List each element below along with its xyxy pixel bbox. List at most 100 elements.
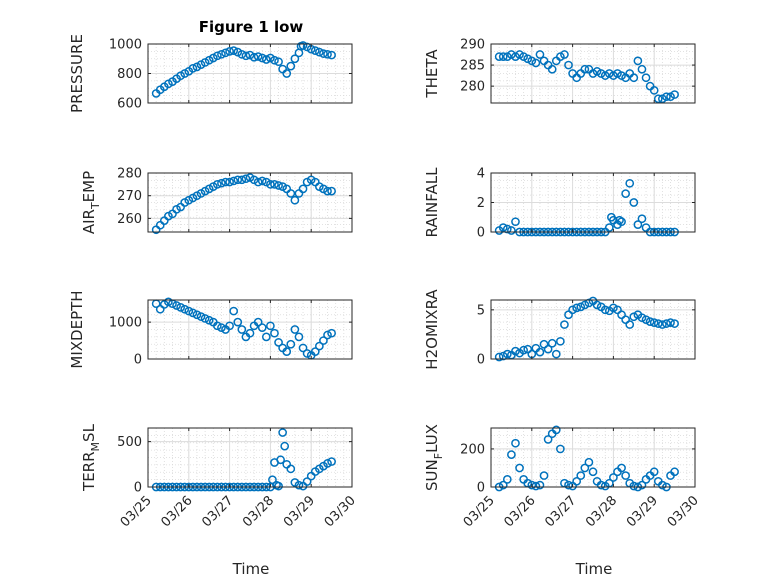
data-point xyxy=(229,306,239,316)
data-point xyxy=(494,52,504,61)
data-point xyxy=(637,64,647,74)
data-point xyxy=(221,48,230,58)
x-axis-label-left: Time xyxy=(232,560,270,578)
y-tick-label: 5 xyxy=(477,303,485,318)
data-point xyxy=(276,455,285,465)
data-point xyxy=(282,347,292,356)
y-tick-label: 280 xyxy=(460,80,485,95)
y-axis-label-main: TERR xyxy=(80,451,98,492)
data-point xyxy=(217,323,226,333)
data-point xyxy=(649,318,659,327)
data-point xyxy=(213,321,222,331)
y-axis-label: THETA xyxy=(423,49,441,99)
data-point xyxy=(204,315,214,325)
data-point xyxy=(213,179,222,189)
data-point xyxy=(225,321,234,331)
data-point xyxy=(670,467,679,477)
data-point xyxy=(637,480,647,490)
subplot-1: 280 285 290 THETA xyxy=(423,38,696,104)
data-point xyxy=(629,312,639,322)
data-point xyxy=(323,330,332,340)
data-point xyxy=(560,320,569,329)
data-point xyxy=(270,179,279,189)
data-point xyxy=(498,223,508,232)
y-tick-label: 290 xyxy=(460,38,485,53)
data-point xyxy=(625,320,635,329)
y-tick-label: 4 xyxy=(477,167,485,182)
y-axis-label-subscript: M xyxy=(89,442,102,452)
data-point xyxy=(274,481,283,491)
y-axis-label: SUNFLUX xyxy=(423,424,445,491)
data-point xyxy=(270,55,279,65)
data-point xyxy=(225,47,234,56)
data-point xyxy=(515,463,524,473)
data-point xyxy=(588,467,598,477)
y-tick-label: 0 xyxy=(477,226,485,241)
data-point xyxy=(310,46,320,55)
y-axis-label: H2OMIXRA xyxy=(423,289,441,370)
data-point xyxy=(498,52,508,61)
data-point xyxy=(196,312,206,321)
y-axis-label-subscript: F xyxy=(432,453,445,459)
data-point xyxy=(617,463,626,473)
data-point xyxy=(237,49,247,59)
data-point xyxy=(237,175,247,185)
y-tick-label: 0 xyxy=(134,481,142,496)
y-tick-label: 1000 xyxy=(109,316,142,331)
data-point xyxy=(662,319,671,328)
data-point xyxy=(653,319,663,328)
data-point xyxy=(280,441,290,451)
data-point xyxy=(633,220,643,229)
data-point xyxy=(498,351,508,361)
data-point xyxy=(188,308,198,318)
data-point xyxy=(547,338,557,348)
data-point xyxy=(539,471,549,480)
data-point xyxy=(502,349,512,359)
data-point xyxy=(502,475,512,484)
data-point xyxy=(625,178,635,188)
data-point xyxy=(257,323,267,333)
data-point xyxy=(253,177,263,187)
data-point xyxy=(172,301,181,310)
data-point xyxy=(286,61,296,71)
data-point xyxy=(233,317,243,327)
data-point xyxy=(266,179,275,189)
y-tick-label: 270 xyxy=(117,189,142,204)
data-point xyxy=(188,63,198,73)
data-point xyxy=(217,49,226,59)
y-axis-label-rest: EMP xyxy=(80,171,98,202)
data-point xyxy=(507,450,516,459)
series-markers xyxy=(494,296,679,362)
data-point xyxy=(221,177,230,187)
data-point xyxy=(551,425,561,435)
data-point xyxy=(253,317,263,327)
data-point xyxy=(649,86,659,95)
data-point xyxy=(670,90,679,99)
data-point xyxy=(286,464,296,474)
axes-box xyxy=(490,299,696,360)
x-axis-label-right: Time xyxy=(575,560,613,578)
data-point xyxy=(253,52,263,61)
data-point xyxy=(315,341,324,351)
data-point xyxy=(560,50,569,59)
data-point xyxy=(241,51,251,61)
series-markers xyxy=(151,173,336,235)
data-point xyxy=(274,338,283,347)
data-point xyxy=(507,226,516,235)
subplots: 600 800 1000 PRESSURE 280 285 290 THETA 260 270 28… xyxy=(68,34,702,530)
data-point xyxy=(327,457,336,466)
data-point xyxy=(576,471,586,480)
data-point xyxy=(213,51,222,61)
data-point xyxy=(294,480,304,490)
subplot-0: 600 800 1000 PRESSURE xyxy=(68,34,353,113)
data-point xyxy=(310,347,320,356)
data-point xyxy=(298,184,308,194)
series-markers xyxy=(151,297,336,360)
data-point xyxy=(596,480,606,490)
subplot-5: 0 5 H2OMIXRA xyxy=(423,289,696,370)
y-axis-label-rest: LUX xyxy=(423,424,441,453)
data-point xyxy=(319,336,328,345)
data-point xyxy=(600,305,610,315)
data-point xyxy=(176,303,185,312)
y-axis-label: TERRMSL xyxy=(80,423,102,492)
